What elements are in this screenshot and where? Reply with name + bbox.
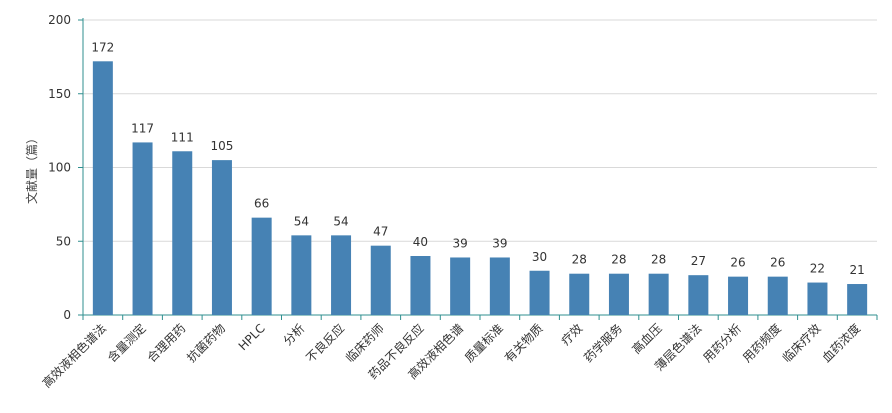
data-label: 40: [413, 235, 428, 249]
bar: [132, 142, 153, 315]
data-label: 39: [453, 236, 468, 250]
axes: [78, 18, 878, 320]
data-label: 21: [850, 263, 865, 277]
bar: [92, 61, 113, 315]
y-tick-label: 150: [48, 87, 71, 101]
y-axis-label: 文献量（篇）: [24, 132, 39, 204]
x-tick-label: 分析: [281, 321, 308, 348]
x-tick-label: 血药浓度: [819, 321, 864, 366]
bar: [410, 256, 431, 315]
data-label: 39: [492, 236, 507, 250]
x-tick-label: 不良反应: [303, 321, 348, 366]
y-tick-label: 200: [48, 13, 71, 27]
data-label: 47: [373, 225, 388, 239]
data-label: 27: [691, 254, 706, 268]
data-label: 22: [810, 262, 825, 276]
x-tick-label: 用药分析: [700, 321, 744, 365]
data-label: 105: [210, 139, 233, 153]
bar: [211, 160, 232, 315]
data-label: 26: [770, 256, 785, 270]
x-tick-label: 药学服务: [581, 321, 626, 366]
x-tick-label: 有关物质: [502, 321, 546, 365]
bar: [648, 273, 669, 315]
data-label: 54: [294, 214, 309, 228]
data-label: 172: [91, 40, 114, 54]
x-tick-label: 疗效: [558, 321, 586, 349]
data-label: 28: [651, 253, 666, 267]
x-tick-label: 临床疗效: [779, 321, 824, 366]
data-labels: 172 117 111 105 66 54 54 47 40 39 39 30 28 28 28 27 26 26…: [91, 40, 864, 277]
y-tick-label: 100: [48, 161, 71, 175]
bar: [728, 276, 749, 315]
bar: [291, 235, 312, 315]
bar: [331, 235, 352, 315]
data-label: 30: [532, 250, 547, 264]
data-label: 54: [333, 214, 348, 228]
bar: [807, 282, 828, 315]
x-tick-label: 抗菌药物: [184, 321, 229, 366]
bar: [172, 151, 193, 315]
data-label: 26: [730, 256, 745, 270]
data-label: 28: [572, 253, 587, 267]
bar: [489, 257, 510, 315]
bar: [767, 276, 788, 315]
gridlines: [83, 19, 877, 242]
data-label: 66: [254, 197, 269, 211]
x-tick-label: 含量测定: [104, 321, 149, 366]
bar: [608, 273, 629, 315]
x-tick-label: 质量标准: [462, 321, 506, 365]
bar: [450, 257, 471, 315]
bar: [251, 217, 272, 315]
bar: [529, 270, 550, 315]
bars: [92, 61, 868, 315]
data-label: 117: [131, 121, 154, 135]
bar: [847, 284, 868, 315]
y-tick-labels: 0 50 100 150 200: [48, 13, 71, 322]
data-label: 28: [611, 253, 626, 267]
bar: [688, 275, 709, 315]
y-tick-label: 0: [63, 308, 71, 322]
bar: [569, 273, 590, 315]
x-tick-label: 高效液相色谱法: [39, 321, 109, 391]
x-tick-label: 用药频度: [739, 321, 784, 366]
x-tick-label: 合理用药: [144, 321, 189, 366]
y-tick-label: 50: [56, 234, 71, 248]
x-tick-label: 高血压: [629, 321, 665, 357]
x-tick-label: HPLC: [236, 321, 268, 353]
data-label: 111: [171, 130, 194, 144]
bar: [370, 245, 391, 315]
